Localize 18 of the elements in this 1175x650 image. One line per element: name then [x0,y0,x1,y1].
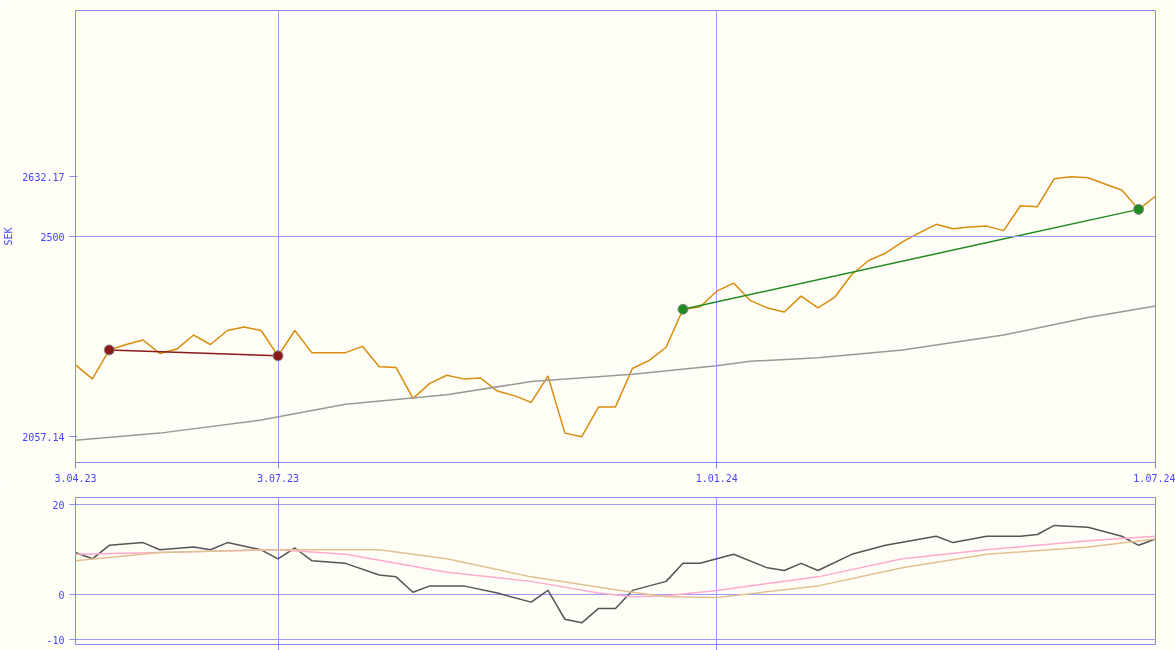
y-tick-label: -10 [46,634,65,646]
line-series [75,176,1156,438]
point [1133,203,1145,215]
line-series [75,524,1156,624]
y-tick-label: 2500 [40,231,65,243]
y-tick-label: 20 [52,499,65,511]
y-tick-label: 0 [58,589,65,601]
x-tick-label: 1.07.24 [1133,472,1175,484]
line-series [75,305,1156,442]
point [103,344,115,356]
point [272,350,284,362]
x-tick-label: 1.01.24 [695,472,738,484]
y-tick-label: 2057.14 [22,431,65,443]
x-tick-label: 3.04.23 [54,472,97,484]
y-tick-label: 2632.17 [22,171,65,183]
x-tick-label: 3.07.23 [256,472,300,484]
y-axis-title: SEK [3,227,15,246]
point [677,303,689,315]
